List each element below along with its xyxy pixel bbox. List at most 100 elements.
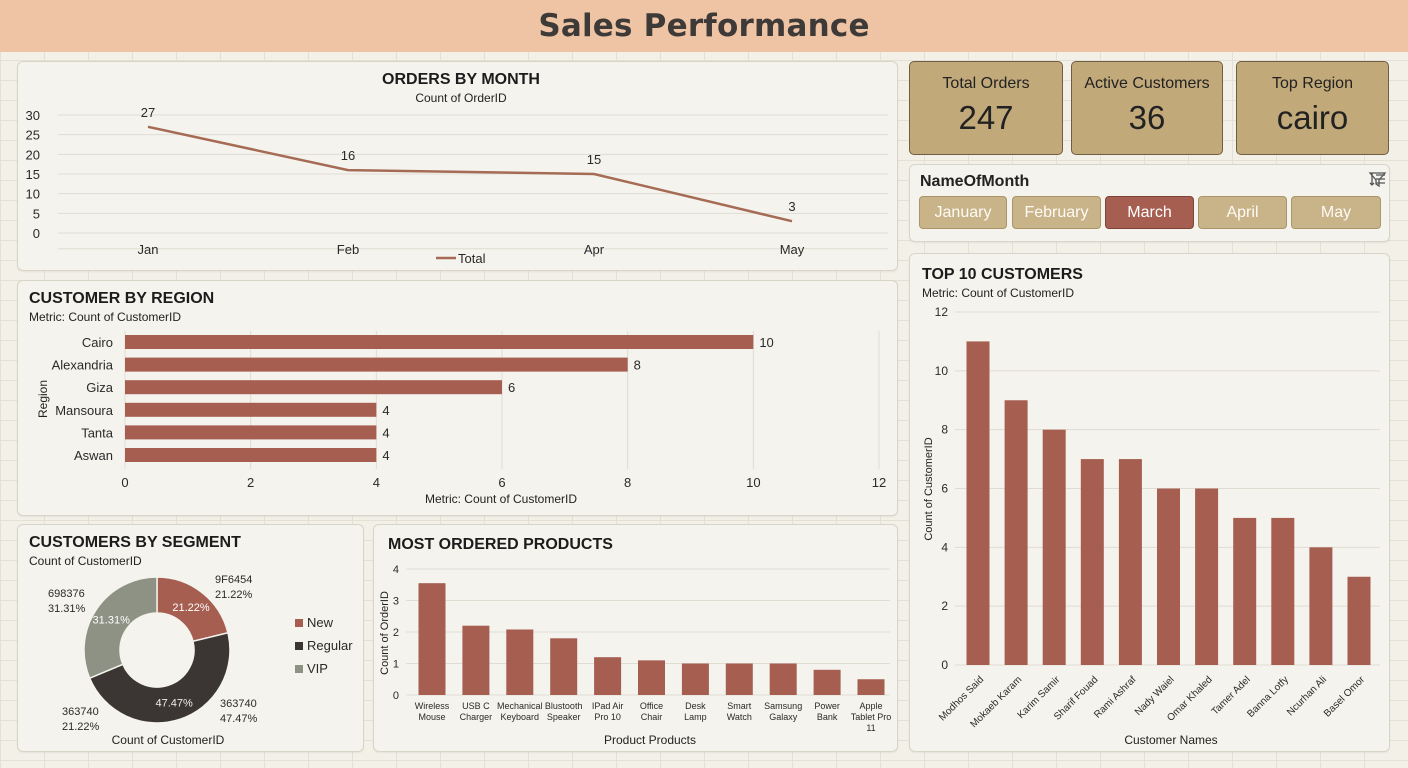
- chart-title: MOST ORDERED PRODUCTS: [388, 536, 613, 553]
- x-tick-label: Samsung: [764, 701, 802, 711]
- customer-by-region-chart: CUSTOMER BY REGION Metric: Count of Custo…: [29, 290, 886, 506]
- bar: [857, 679, 885, 695]
- slice-outer-value: 363740: [62, 706, 99, 718]
- x-tick-label: Office: [640, 701, 663, 711]
- y-tick-label: 25: [26, 128, 40, 143]
- bar: [813, 669, 841, 695]
- slice-outer-percent: 21.22%: [215, 589, 253, 601]
- data-label: 4: [382, 425, 389, 440]
- x-tick-label: Mechanical: [497, 701, 543, 711]
- data-label: 6: [508, 380, 515, 395]
- x-tick-label: Chair: [641, 712, 663, 722]
- y-tick-label: Alexandria: [52, 358, 114, 373]
- x-tick-label: Smart: [727, 701, 752, 711]
- x-tick-label: 10: [746, 475, 760, 490]
- y-tick-label: 5: [33, 206, 40, 221]
- y-tick-label: 0: [393, 690, 399, 702]
- pie-slice-regular: [88, 631, 231, 724]
- y-tick-label: 4: [941, 540, 948, 554]
- x-tick-label: Mouse: [418, 712, 445, 722]
- y-tick-label: 15: [26, 167, 40, 182]
- y-axis-title: Count of CustomerID: [923, 437, 935, 540]
- y-tick-label: 2: [393, 627, 399, 639]
- x-axis-title: Product Products: [604, 733, 696, 747]
- x-tick-label: Galaxy: [769, 712, 798, 722]
- chart-subtitle: Metric: Count of CustomerID: [922, 286, 1074, 300]
- kpi-top-region: Top Region cairo: [1236, 61, 1389, 155]
- x-tick-label: May: [780, 242, 805, 257]
- bar: [125, 357, 628, 372]
- page-title: Sales Performance: [538, 8, 870, 44]
- bar: [125, 425, 377, 440]
- x-axis-title: Metric: Count of CustomerID: [425, 492, 577, 506]
- x-tick-label: IPad Air: [592, 701, 624, 711]
- kpi-label: Total Orders: [942, 75, 1030, 92]
- bar: [1118, 459, 1142, 665]
- x-tick-label: Blustooth: [545, 701, 583, 711]
- bar: [1309, 547, 1333, 665]
- bar: [1042, 429, 1066, 665]
- y-tick-label: Mansoura: [55, 403, 114, 418]
- y-tick-label: Tanta: [81, 425, 114, 440]
- legend-label-regular: Regular: [307, 638, 353, 653]
- bar: [125, 380, 502, 395]
- chart-subtitle: Metric: Count of CustomerID: [29, 310, 181, 324]
- y-tick-label: 2: [941, 599, 948, 613]
- data-label: 27: [141, 105, 155, 120]
- bar: [1080, 459, 1104, 665]
- x-tick-label: Banna Lotfy: [1245, 674, 1291, 720]
- kpi-total-orders: Total Orders 247: [909, 61, 1063, 155]
- data-label: 8: [634, 358, 641, 373]
- kpi-label: Active Customers: [1084, 75, 1210, 92]
- x-tick-label: Lamp: [684, 712, 707, 722]
- y-tick-label: 12: [935, 305, 949, 319]
- x-tick-label: 12: [872, 475, 886, 490]
- slice-inner-label: 21.22%: [172, 602, 210, 614]
- y-tick-label: 10: [935, 364, 949, 378]
- chart-subtitle: Count of OrderID: [415, 91, 507, 105]
- legend-swatch-new: [295, 619, 303, 627]
- data-label: 10: [759, 335, 773, 350]
- legend-label-new: New: [307, 615, 334, 630]
- x-tick-label: 11: [866, 723, 875, 733]
- slice-outer-value: 698376: [48, 588, 85, 600]
- y-axis-title: Count of OrderID: [379, 591, 391, 675]
- x-tick-label: 6: [498, 475, 505, 490]
- slicer-item-february[interactable]: February: [1012, 196, 1101, 229]
- chart-title: CUSTOMERS BY SEGMENT: [29, 534, 241, 551]
- customer-by-region-card: CUSTOMER BY REGION Metric: Count of Custo…: [17, 280, 898, 516]
- bar: [1271, 517, 1295, 665]
- kpi-label: Top Region: [1272, 75, 1353, 92]
- customers-by-segment-chart: CUSTOMERS BY SEGMENT Count of CustomerID 2…: [29, 534, 353, 747]
- bar: [418, 583, 446, 695]
- y-tick-label: Giza: [86, 380, 114, 395]
- x-tick-label: Wireless: [415, 701, 450, 711]
- top-10-customers-card: TOP 10 CUSTOMERS Metric: Count of Custome…: [909, 253, 1390, 752]
- slicer-item-may[interactable]: May: [1291, 196, 1381, 229]
- slicer-item-march[interactable]: March: [1105, 196, 1194, 229]
- kpi-value: 36: [1128, 99, 1166, 136]
- orders-by-month-card: ORDERS BY MONTH Count of OrderID 0 5 10 15 20 2…: [17, 61, 898, 271]
- x-tick-label: Watch: [727, 712, 752, 722]
- y-tick-label: Aswan: [74, 448, 113, 463]
- x-tick-label: Speaker: [547, 712, 581, 722]
- x-tick-label: Apple: [859, 701, 882, 711]
- kpi-value: cairo: [1276, 99, 1349, 136]
- kpi-value: 247: [958, 99, 1014, 136]
- bar: [125, 402, 377, 417]
- y-tick-label: 3: [393, 596, 399, 608]
- x-tick-label: Feb: [337, 242, 359, 257]
- slicer-item-january[interactable]: January: [919, 196, 1007, 229]
- bar: [550, 638, 578, 695]
- slice-inner-label: 31.31%: [93, 615, 131, 627]
- bar: [681, 663, 709, 695]
- y-tick-label: 0: [33, 226, 40, 241]
- slicer-title: NameOfMonth: [920, 173, 1030, 190]
- bar: [1157, 488, 1180, 665]
- slice-outer-value: 9F6454: [215, 574, 252, 586]
- slice-inner-label: 47.47%: [155, 697, 193, 709]
- y-tick-label: 0: [941, 658, 948, 672]
- y-tick-label: 6: [941, 482, 948, 496]
- slicer-item-april[interactable]: April: [1198, 196, 1287, 229]
- data-label: 4: [382, 403, 389, 418]
